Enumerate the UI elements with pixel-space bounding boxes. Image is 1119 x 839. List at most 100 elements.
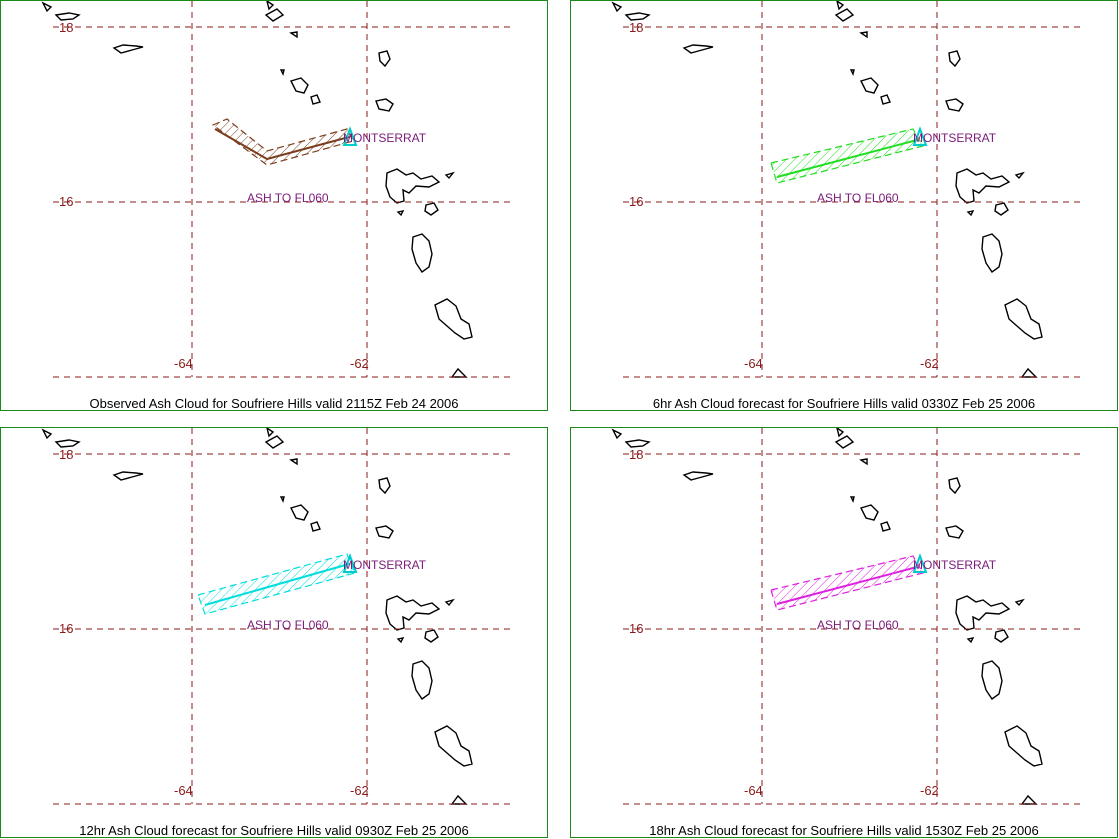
lat-label-18: 18: [629, 20, 643, 35]
volcano-marker-icon: [912, 126, 928, 146]
lon-label-62: -62: [350, 356, 369, 371]
nevis-island: [310, 94, 321, 105]
desirade-island: [1014, 598, 1025, 607]
virgin-island: [682, 44, 714, 54]
saba-island: [836, 1, 845, 11]
volcano-marker-icon: [912, 553, 928, 573]
nevis-island: [310, 521, 321, 532]
st-martin-island: [611, 428, 623, 440]
panel-caption: 6hr Ash Cloud forecast for Soufriere Hil…: [652, 396, 1036, 411]
ash-cloud-axis: [204, 563, 350, 606]
barbuda-island: [948, 477, 961, 495]
saintes-island: [396, 210, 405, 217]
antigua-main-island: [945, 98, 964, 112]
ash-cloud-axis: [776, 566, 918, 605]
anguilla-island: [54, 439, 81, 448]
guadeloupe-island: [385, 595, 441, 631]
martinique-island: [434, 298, 473, 340]
ash-altitude-label: ASH TO FL060: [247, 191, 329, 205]
statia-island: [859, 458, 868, 466]
barbuda-island: [948, 50, 961, 68]
anguilla-island: [624, 12, 651, 21]
dominica-island: [981, 233, 1003, 273]
desirade-island: [1014, 171, 1025, 180]
virgin-island: [112, 471, 144, 481]
volcano-marker-icon: [342, 553, 358, 573]
anguilla-island: [54, 12, 81, 21]
lat-label-18: 18: [59, 447, 73, 462]
lon-label-64: -64: [174, 783, 193, 798]
ash-altitude-label: ASH TO FL060: [817, 191, 899, 205]
st-barts-island: [264, 8, 285, 22]
ash-altitude-label: ASH TO FL060: [247, 618, 329, 632]
lat-label-18: 18: [629, 447, 643, 462]
st-lucia-island: [1020, 367, 1038, 378]
small-island: [279, 69, 285, 77]
st-martin-island: [41, 1, 53, 13]
panel-caption: 12hr Ash Cloud forecast for Soufriere Hi…: [79, 823, 469, 838]
saba-island: [266, 1, 275, 11]
antigua-island: [290, 504, 309, 521]
ash-cloud-area: [770, 555, 924, 611]
lon-label-62: -62: [920, 783, 939, 798]
lat-label-16: 16: [59, 194, 73, 209]
volcano-label: MONTSERRAT: [343, 558, 427, 572]
volcano-marker-icon: [342, 126, 358, 146]
map-panel-12hr: 18 16 -64 -62 MONTSERRAT ASH TO FL060 12hr As…: [0, 427, 548, 838]
dominica-island: [981, 660, 1003, 700]
panel-caption: Observed Ash Cloud for Soufriere Hills v…: [89, 396, 459, 411]
martinique-island: [1004, 725, 1043, 767]
antigua-main-island: [375, 525, 394, 539]
map-panel-6hr: 18 16 -64 -62 MONTSERRAT ASH TO FL060 6hr Ash…: [570, 0, 1118, 411]
lon-label-64: -64: [744, 783, 763, 798]
st-lucia-island: [1020, 794, 1038, 805]
lat-label-16: 16: [629, 621, 643, 636]
ash-altitude-label: ASH TO FL060: [817, 618, 899, 632]
saintes-island: [966, 637, 975, 644]
barbuda-island: [378, 50, 391, 68]
desirade-island: [444, 598, 455, 607]
st-barts-island: [834, 435, 855, 449]
small-island: [849, 496, 855, 504]
antigua-main-island: [945, 525, 964, 539]
volcano-label: MONTSERRAT: [913, 131, 997, 145]
small-island: [849, 69, 855, 77]
st-lucia-island: [450, 794, 468, 805]
anguilla-island: [624, 439, 651, 448]
dominica-island: [411, 660, 433, 700]
saba-island: [266, 428, 275, 438]
panel-caption: 18hr Ash Cloud forecast for Soufriere Hi…: [649, 823, 1039, 838]
ash-cloud-axis: [776, 139, 918, 178]
saintes-island: [396, 637, 405, 644]
ash-cloud-axis: [214, 128, 350, 161]
martinique-island: [434, 725, 473, 767]
volcano-label: MONTSERRAT: [343, 131, 427, 145]
map-panel-18hr: 18 16 -64 -62 MONTSERRAT ASH TO FL060 18hr As…: [570, 427, 1118, 838]
desirade-island: [444, 171, 455, 180]
ash-cloud-area: [211, 118, 354, 166]
map-canvas: 18 16 -64 -62 MONTSERRAT ASH TO FL060: [41, 1, 511, 378]
st-barts-island: [264, 435, 285, 449]
marie-galante-island: [994, 202, 1009, 216]
guadeloupe-island: [385, 168, 441, 204]
small-island: [279, 496, 285, 504]
martinique-island: [1004, 298, 1043, 340]
statia-island: [859, 31, 868, 39]
lon-label-64: -64: [174, 356, 193, 371]
map-canvas: 18 16 -64 -62 MONTSERRAT ASH TO FL060: [611, 428, 1081, 805]
antigua-main-island: [375, 98, 394, 112]
map-panel-observed: 18 16 -64 -62 MONTSERRAT ASH TO FL060 Observe…: [0, 0, 548, 411]
nevis-island: [880, 94, 891, 105]
dominica-island: [411, 233, 433, 273]
st-martin-island: [41, 428, 53, 440]
saintes-island: [966, 210, 975, 217]
guadeloupe-island: [955, 168, 1011, 204]
saba-island: [836, 428, 845, 438]
antigua-island: [290, 77, 309, 94]
volcano-label: MONTSERRAT: [913, 558, 997, 572]
nevis-island: [880, 521, 891, 532]
st-lucia-island: [450, 367, 468, 378]
lon-label-62: -62: [920, 356, 939, 371]
marie-galante-island: [424, 202, 439, 216]
ash-cloud-area: [770, 128, 924, 184]
